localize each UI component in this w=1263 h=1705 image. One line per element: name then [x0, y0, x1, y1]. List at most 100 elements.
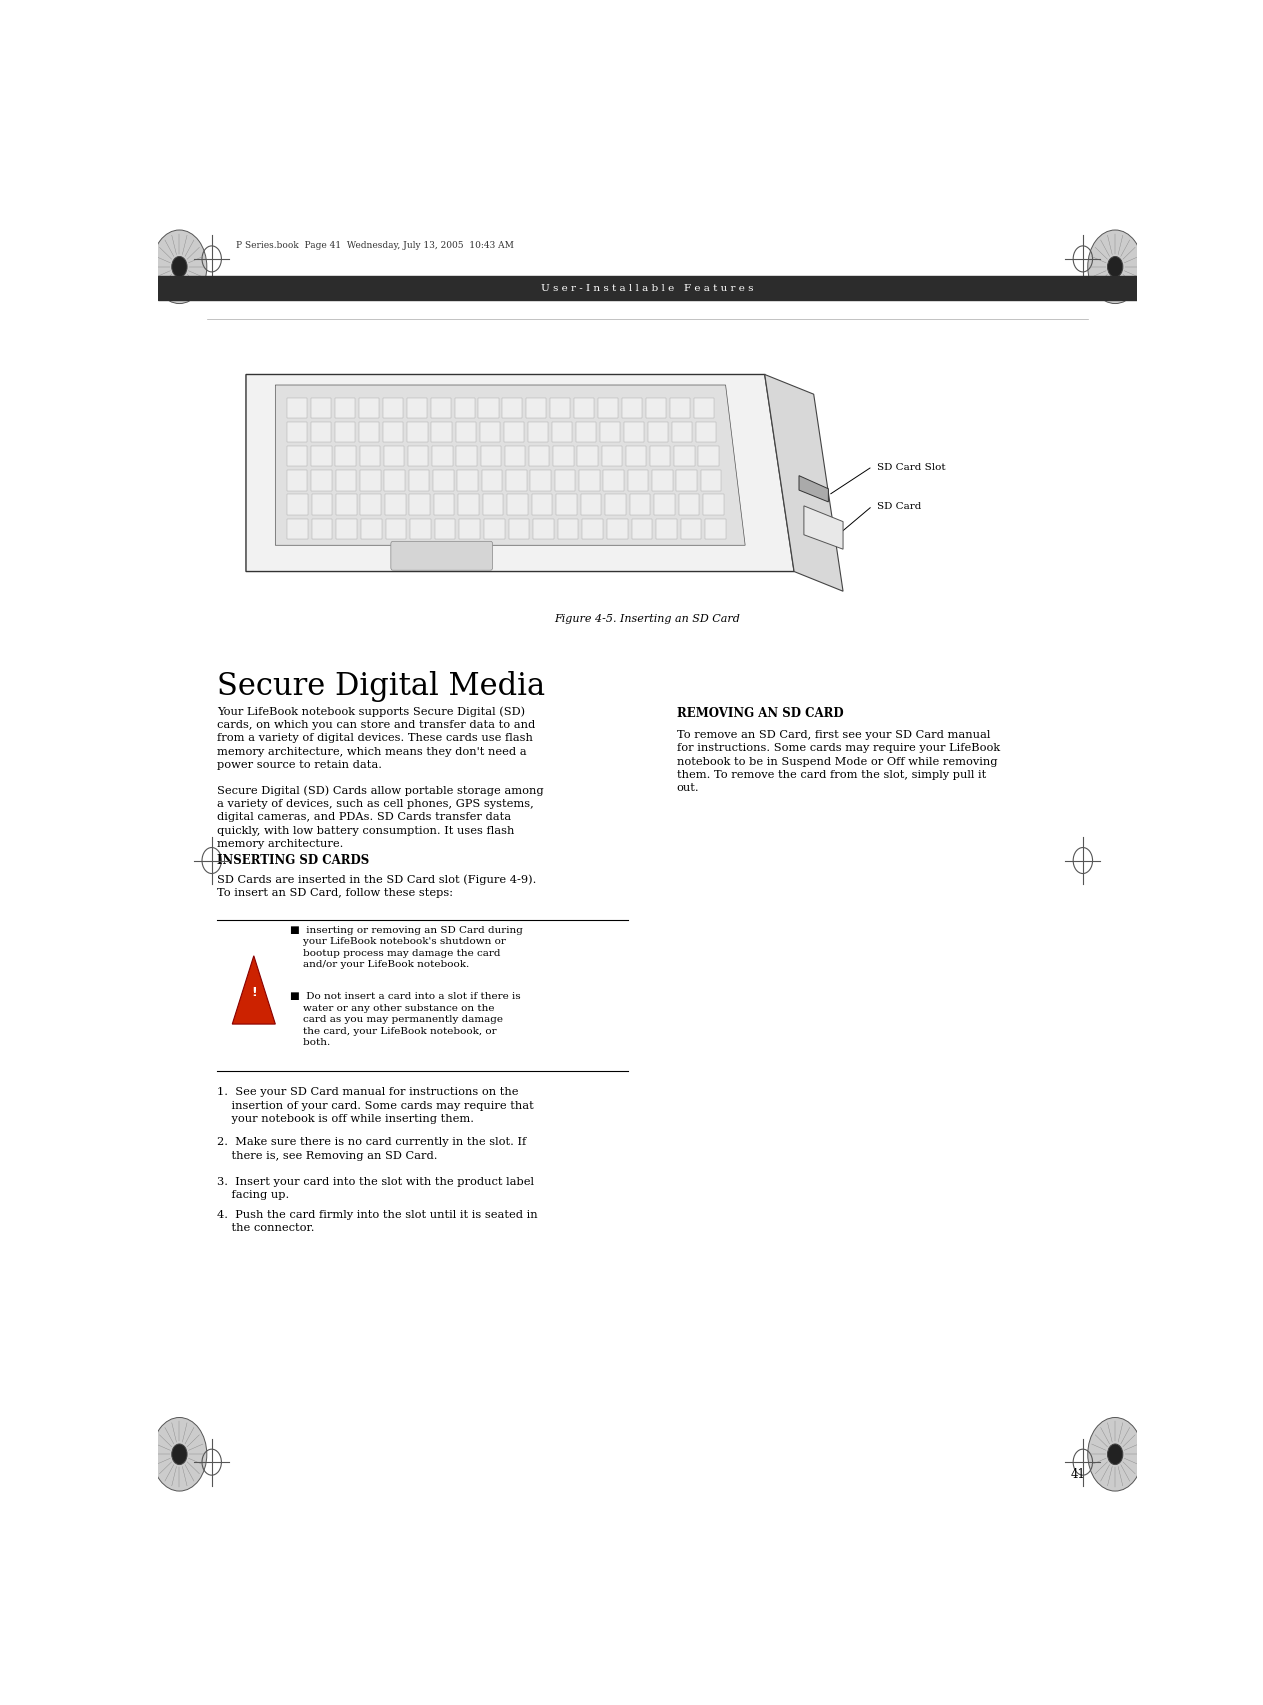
Bar: [311, 399, 331, 419]
Bar: [577, 447, 597, 467]
Bar: [336, 520, 357, 539]
Bar: [431, 399, 451, 419]
Text: 4.  Push the card firmly into the slot until it is seated in
    the connector.: 4. Push the card firmly into the slot un…: [217, 1209, 537, 1233]
Bar: [645, 399, 666, 419]
Text: Secure Digital Media: Secure Digital Media: [217, 670, 544, 702]
Bar: [626, 447, 647, 467]
Bar: [669, 399, 690, 419]
Text: To remove an SD Card, first see your SD Card manual
for instructions. Some cards: To remove an SD Card, first see your SD …: [677, 730, 1000, 793]
Bar: [455, 399, 475, 419]
Bar: [582, 520, 602, 539]
Bar: [484, 520, 505, 539]
Bar: [383, 399, 403, 419]
Bar: [312, 494, 332, 515]
Bar: [287, 494, 308, 515]
Bar: [648, 423, 668, 443]
Bar: [432, 423, 452, 443]
Bar: [456, 447, 476, 467]
Bar: [657, 520, 677, 539]
Bar: [360, 471, 380, 491]
Polygon shape: [246, 375, 794, 573]
Bar: [336, 494, 356, 515]
Bar: [698, 447, 719, 467]
Bar: [385, 494, 405, 515]
Bar: [384, 447, 404, 467]
Circle shape: [152, 230, 207, 305]
Bar: [630, 494, 650, 515]
Bar: [361, 520, 381, 539]
Text: SD Cards are inserted in the SD Card slot (Figure 4-9).
To insert an SD Card, fo: SD Cards are inserted in the SD Card slo…: [217, 875, 536, 899]
Bar: [481, 447, 501, 467]
Bar: [287, 471, 307, 491]
Bar: [693, 399, 714, 419]
Bar: [385, 520, 407, 539]
Bar: [604, 471, 624, 491]
Bar: [677, 471, 697, 491]
Bar: [553, 447, 573, 467]
Bar: [506, 471, 527, 491]
Bar: [433, 471, 453, 491]
Bar: [409, 494, 429, 515]
Bar: [287, 423, 307, 443]
Bar: [672, 423, 692, 443]
Bar: [504, 423, 524, 443]
Text: Secure Digital (SD) Cards allow portable storage among
a variety of devices, suc: Secure Digital (SD) Cards allow portable…: [217, 784, 543, 847]
Polygon shape: [805, 506, 844, 551]
Bar: [552, 423, 572, 443]
Bar: [551, 399, 571, 419]
Bar: [508, 494, 528, 515]
Text: ■  inserting or removing an SD Card during
    your LifeBook notebook's shutdown: ■ inserting or removing an SD Card durin…: [290, 926, 523, 968]
Text: Your LifeBook notebook supports Secure Digital (SD)
cards, on which you can stor: Your LifeBook notebook supports Secure D…: [217, 706, 534, 769]
Circle shape: [1087, 1417, 1143, 1492]
Bar: [384, 471, 405, 491]
Bar: [599, 399, 618, 419]
Bar: [360, 494, 381, 515]
Text: Figure 4-5. Inserting an SD Card: Figure 4-5. Inserting an SD Card: [554, 614, 740, 622]
Bar: [460, 520, 480, 539]
Text: 41: 41: [1071, 1468, 1085, 1480]
Circle shape: [1087, 230, 1143, 305]
Circle shape: [152, 1417, 207, 1492]
Bar: [623, 399, 642, 419]
Bar: [287, 447, 307, 467]
Bar: [605, 494, 625, 515]
Text: U s e r - I n s t a l l a b l e   F e a t u r e s: U s e r - I n s t a l l a b l e F e a t …: [541, 285, 754, 293]
Polygon shape: [764, 375, 844, 592]
Circle shape: [1108, 257, 1123, 278]
Bar: [479, 399, 499, 419]
Bar: [528, 423, 548, 443]
Polygon shape: [232, 957, 275, 1025]
Bar: [359, 423, 379, 443]
Text: SD Card Slot: SD Card Slot: [878, 462, 946, 472]
Bar: [581, 494, 601, 515]
Text: INSERTING SD CARDS: INSERTING SD CARDS: [217, 852, 369, 866]
Bar: [601, 447, 621, 467]
Bar: [706, 520, 726, 539]
Bar: [650, 447, 671, 467]
Bar: [311, 447, 332, 467]
Bar: [556, 494, 577, 515]
Bar: [703, 494, 724, 515]
Bar: [527, 399, 547, 419]
Bar: [312, 520, 332, 539]
Polygon shape: [799, 476, 829, 503]
Bar: [674, 447, 695, 467]
Bar: [532, 494, 552, 515]
Bar: [335, 399, 355, 419]
Bar: [432, 447, 452, 467]
Polygon shape: [275, 385, 745, 546]
Bar: [608, 520, 628, 539]
Bar: [480, 423, 500, 443]
Bar: [335, 423, 355, 443]
Bar: [652, 471, 672, 491]
Bar: [287, 399, 307, 419]
Text: 1.  See your SD Card manual for instructions on the
    insertion of your card. : 1. See your SD Card manual for instructi…: [217, 1086, 533, 1124]
Bar: [533, 520, 554, 539]
Bar: [336, 471, 356, 491]
Bar: [458, 494, 479, 515]
Bar: [509, 520, 529, 539]
Bar: [481, 471, 503, 491]
Bar: [408, 423, 428, 443]
Bar: [576, 423, 596, 443]
Bar: [624, 423, 644, 443]
